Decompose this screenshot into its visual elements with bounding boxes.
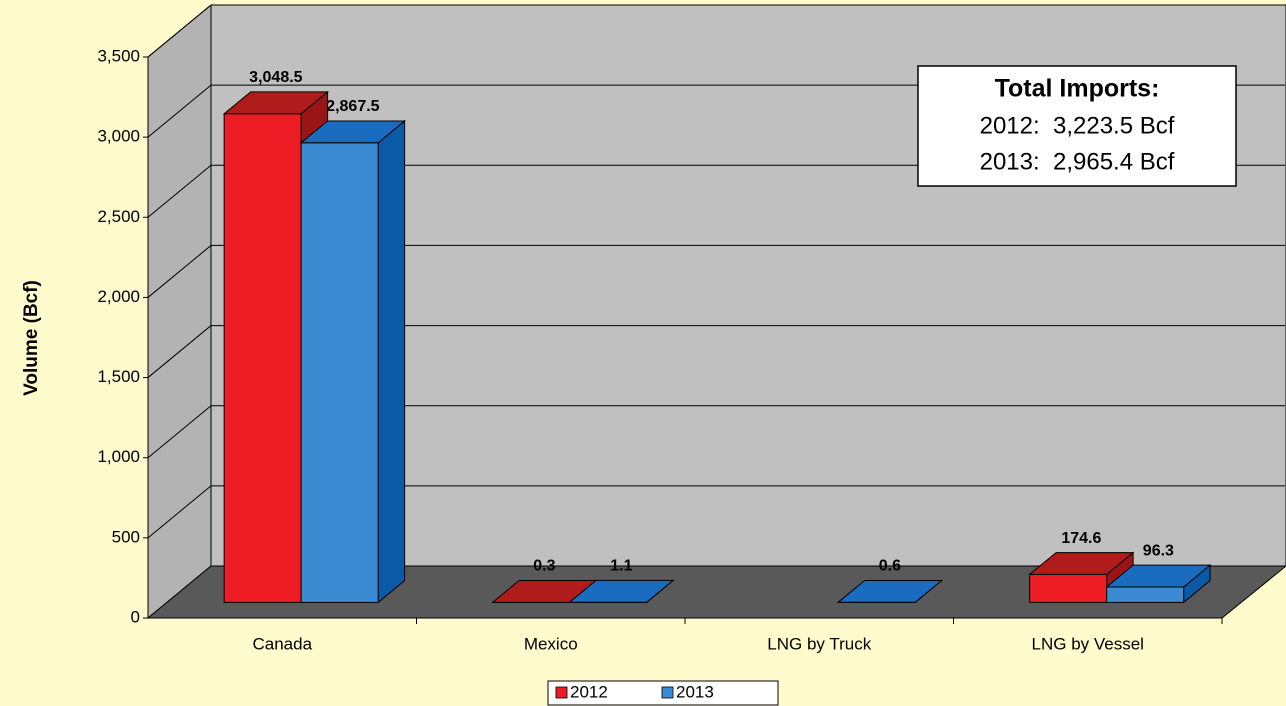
value-label: 2,867.5 [326,98,379,115]
y-tick-label: 1,500 [97,367,140,386]
annotation-line: 2012: 3,223.5 Bcf [980,112,1175,139]
grid-line [147,4,212,58]
legend-swatch [555,686,568,699]
y-tick-label: 0 [131,607,140,626]
bar-top [836,579,944,603]
grid-line [147,485,212,539]
x-tick-label: LNG by Vessel [1032,634,1144,653]
x-tick-label: LNG by Truck [767,634,871,653]
y-tick-label: 3,500 [97,46,140,65]
y-tick-label: 500 [112,527,140,546]
annotation-line: 2013: 2,965.4 Bcf [980,148,1175,175]
y-tick-label: 1,000 [97,447,140,466]
bar-top [222,91,330,115]
bar-top [1028,552,1135,575]
value-label: 0.6 [879,558,901,575]
legend: 2012 2013 [547,680,779,706]
grid-line [147,325,212,378]
grid-line [147,84,212,138]
annotation-box [917,65,1237,187]
legend-label: 2013 [676,682,714,701]
bar-side [377,119,406,604]
y-tick-label: 3,000 [97,127,140,146]
grid-line [147,245,212,298]
side-wall [147,3,212,620]
y-axis-label: Volume (Bcf) [21,280,42,396]
y-tick-label: 2,000 [97,287,140,306]
bar [1029,573,1108,603]
value-label: 1.1 [610,558,632,575]
bar-top [568,579,675,603]
bar [1106,586,1185,603]
value-label: 3,048.5 [249,69,302,86]
x-tick-label: Canada [252,634,312,653]
bar [223,113,302,603]
bar [300,142,379,603]
bar-top [1105,564,1212,588]
legend-label: 2012 [570,682,608,701]
legend-swatch [661,686,674,699]
grid-line [147,405,212,459]
value-label: 96.3 [1143,542,1174,559]
grid-line [147,164,212,218]
value-label: 0.3 [533,558,555,575]
value-label: 174.6 [1061,530,1101,547]
bars: 3,048.5 2,867.5 0.3 1.1 0.6 174.6 96.3 [222,69,1212,604]
bar-top [299,120,407,144]
annotation: Total Imports: 2012: 3,223.5 Bcf 2013: 2… [917,65,1237,187]
x-tick-label: Mexico [524,634,578,653]
y-tick-label: 2,500 [97,207,140,226]
annotation-title: Total Imports: [995,75,1160,103]
